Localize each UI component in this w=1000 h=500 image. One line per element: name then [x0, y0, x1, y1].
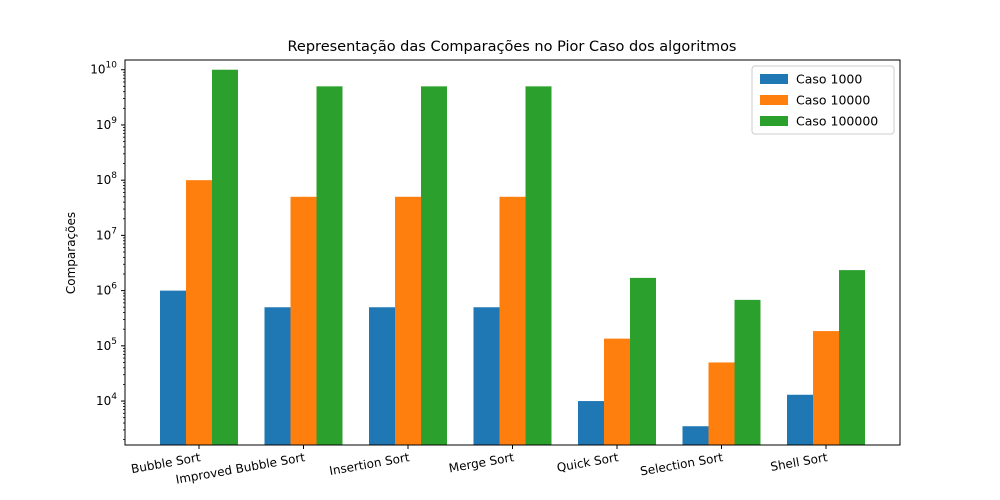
bar-insertion-sort-caso-1000: [369, 307, 395, 445]
legend-swatch-caso-100000: [760, 116, 788, 126]
legend-label-caso-100000: Caso 100000: [796, 114, 878, 129]
bar-quick-sort-caso-100000: [630, 277, 656, 445]
y-tick-label: 106: [96, 282, 117, 298]
bar-merge-sort-caso-100000: [525, 86, 552, 445]
bar-quick-sort-caso-1000: [578, 401, 604, 445]
plot-frame: [124, 59, 901, 446]
bar-quick-sort-caso-10000: [604, 338, 630, 445]
legend-swatch-caso-10000: [760, 95, 788, 105]
y-tick-label: 109: [96, 116, 117, 132]
x-tick-label-quick-sort: Quick Sort: [556, 450, 620, 475]
bar-improved-bubble-sort-caso-10000: [290, 196, 317, 445]
bar-insertion-sort-caso-10000: [395, 196, 421, 445]
x-tick-label-selection-sort: Selection Sort: [639, 450, 724, 478]
bar-shell-sort-caso-1000: [787, 394, 813, 445]
y-tick-label: 1010: [90, 61, 117, 77]
bar-bubble-sort-caso-100000: [212, 69, 238, 446]
bar-bubble-sort-caso-1000: [160, 290, 186, 445]
legend-label-caso-1000: Caso 1000: [796, 72, 862, 87]
bars-layer: [160, 69, 865, 446]
bar-selection-sort-caso-10000: [708, 362, 735, 445]
bar-bubble-sort-caso-10000: [186, 180, 212, 445]
legend-swatch-caso-1000: [760, 74, 788, 84]
y-tick-label: 107: [96, 226, 117, 242]
y-tick-label: 108: [96, 171, 117, 187]
bar-shell-sort-caso-10000: [813, 331, 839, 445]
bar-merge-sort-caso-1000: [473, 307, 500, 445]
legend: Caso 1000 Caso 10000 Caso 100000: [751, 65, 895, 135]
x-tick-label-insertion-sort: Insertion Sort: [328, 450, 411, 478]
bar-improved-bubble-sort-caso-1000: [264, 307, 291, 445]
bar-improved-bubble-sort-caso-100000: [316, 86, 343, 445]
chart-title: Representação das Comparações no Pior Ca…: [288, 39, 737, 55]
bar-merge-sort-caso-10000: [499, 196, 526, 445]
x-tick-label-merge-sort: Merge Sort: [448, 450, 516, 475]
y-tick-label: 104: [96, 392, 117, 408]
y-axis-label: Comparações: [64, 212, 78, 294]
bar-shell-sort-caso-100000: [839, 270, 865, 445]
bar-selection-sort-caso-100000: [734, 299, 761, 445]
bar-selection-sort-caso-1000: [682, 426, 709, 445]
x-tick-label-shell-sort: Shell Sort: [769, 450, 829, 474]
y-tick-label: 105: [96, 337, 117, 353]
bar-insertion-sort-caso-100000: [421, 86, 447, 445]
y-axis: 104 105 106 107 108 109 1010: [90, 61, 125, 441]
legend-label-caso-10000: Caso 10000: [796, 93, 870, 108]
